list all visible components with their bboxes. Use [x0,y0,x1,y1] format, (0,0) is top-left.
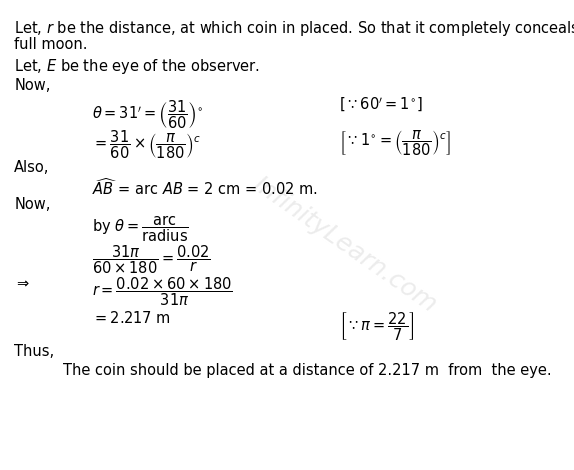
Text: $\theta = 31' = \left(\dfrac{31}{60}\right)^{\circ}$: $\theta = 31' = \left(\dfrac{31}{60}\rig… [92,99,203,131]
Text: $\left[\because \pi = \dfrac{22}{7}\right]$: $\left[\because \pi = \dfrac{22}{7}\righ… [339,310,414,343]
Text: The coin should be placed at a distance of 2.217 m  from  the eye.: The coin should be placed at a distance … [63,363,552,378]
Text: $\left[\because 60' = 1^{\circ}\right]$: $\left[\because 60' = 1^{\circ}\right]$ [339,96,422,114]
Text: $r = \dfrac{0.02\times60\times180}{31\pi}$: $r = \dfrac{0.02\times60\times180}{31\pi… [92,275,233,307]
Text: $= 2.217$ m: $= 2.217$ m [92,310,170,326]
Text: Thus,: Thus, [14,344,55,359]
Text: Also,: Also, [14,160,50,175]
Text: full moon.: full moon. [14,37,88,52]
Text: by $\theta = \dfrac{\mathrm{arc}}{\mathrm{radius}}$: by $\theta = \dfrac{\mathrm{arc}}{\mathr… [92,214,188,244]
Text: $\widehat{AB}$ = arc $AB$ = 2 cm = 0.02 m.: $\widehat{AB}$ = arc $AB$ = 2 cm = 0.02 … [92,178,318,198]
Text: $= \dfrac{31}{60} \times \left(\dfrac{\pi}{180}\right)^{c}$: $= \dfrac{31}{60} \times \left(\dfrac{\p… [92,128,201,161]
Text: Now,: Now, [14,78,51,93]
Text: $\Rightarrow$: $\Rightarrow$ [14,275,31,290]
Text: $\left[\because 1^{\circ} = \left(\dfrac{\pi}{180}\right)^{c}\right]$: $\left[\because 1^{\circ} = \left(\dfrac… [339,128,451,158]
Text: Now,: Now, [14,197,51,212]
Text: Let, $E$ be the eye of the observer.: Let, $E$ be the eye of the observer. [14,57,261,76]
Text: InfinityLearn.com: InfinityLearn.com [248,172,441,317]
Text: Let, $r$ be the distance, at which coin in placed. So that it completely conceal: Let, $r$ be the distance, at which coin … [14,19,574,38]
Text: $\dfrac{31\pi}{60\times180} = \dfrac{0.02}{r}$: $\dfrac{31\pi}{60\times180} = \dfrac{0.0… [92,243,211,275]
